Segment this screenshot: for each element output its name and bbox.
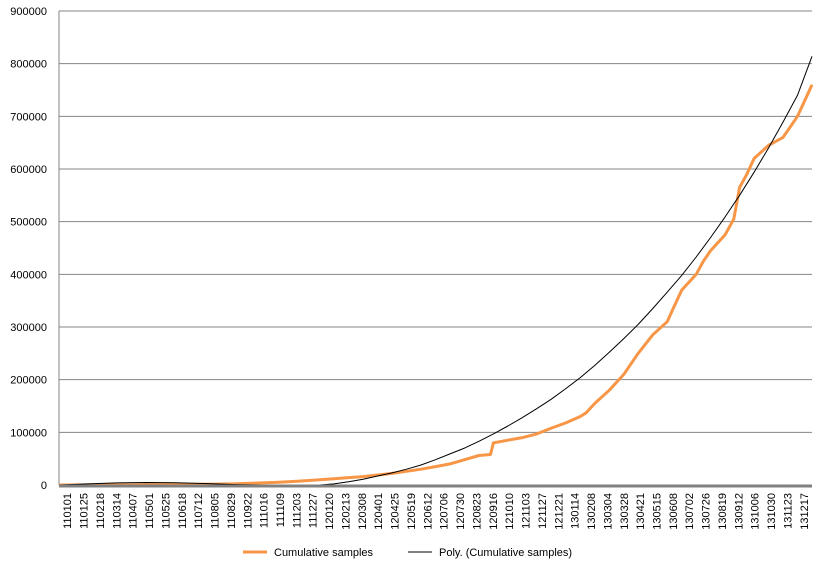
gridlines [58,10,812,486]
x-tick-label: 130114 [570,493,582,529]
x-tick-label: 131030 [766,493,778,530]
x-tick-label: 110407 [128,493,140,529]
x-tick-label: 130421 [635,493,647,530]
x-tick-label: 120213 [340,493,352,530]
x-tick-label: 131123 [782,493,794,529]
y-tick-label: 600000 [10,164,47,176]
x-tick-label: 121221 [553,493,565,530]
y-tick-label: 100000 [10,427,47,439]
y-tick-label: 500000 [10,217,47,229]
x-tick-label: 120823 [471,493,483,530]
x-tick-label: 130208 [586,493,598,530]
x-tick-label: 120706 [439,493,451,530]
legend-label-cumulative: Cumulative samples [274,547,374,559]
x-axis-ticks: 110101 110125 110218 110314 110407 110501 1105… [62,493,811,530]
x-tick-label: 110218 [95,493,107,529]
x-tick-label: 130304 [602,493,614,530]
x-tick-label: 120425 [390,493,402,530]
x-tick-label: 110618 [177,493,189,529]
series-lines [58,56,814,487]
x-tick-label: 111227 [308,493,320,528]
x-tick-label: 111109 [275,493,287,527]
x-tick-label: 130328 [619,493,631,530]
x-tick-label: 110125 [79,493,91,529]
x-tick-label: 120308 [357,493,369,530]
x-tick-label: 110101 [62,493,74,529]
legend-label-poly: Poly. (Cumulative samples) [439,547,572,559]
x-tick-label: 111203 [291,493,303,528]
x-tick-label: 131006 [750,493,762,530]
x-tick-label: 110501 [144,493,156,529]
x-tick-label: 131217 [799,493,811,530]
x-tick-label: 110922 [242,493,254,529]
x-tick-label: 130726 [701,493,713,530]
y-axis-ticks: 0 100000 200000 300000 400000 500000 600000 700… [10,6,47,492]
x-tick-label: 121103 [521,493,533,529]
x-tick-label: 130912 [733,493,745,530]
x-tick-label: 121010 [504,493,516,530]
x-tick-label: 111016 [259,493,271,528]
x-tick-label: 130515 [651,493,663,530]
x-tick-label: 120401 [373,493,385,530]
x-tick-label: 120120 [324,493,336,530]
x-tick-label: 120730 [455,493,467,530]
x-tick-label: 120916 [488,493,500,530]
y-tick-label: 0 [41,480,47,492]
x-tick-label: 110525 [160,493,172,529]
y-tick-label: 400000 [10,269,47,281]
y-tick-label: 700000 [10,111,47,123]
x-tick-label: 110805 [210,493,222,529]
x-tick-label: 110712 [193,493,205,529]
x-tick-label: 120612 [422,493,434,530]
x-tick-label: 130819 [717,493,729,530]
x-tick-label: 110829 [226,493,238,529]
y-tick-label: 800000 [10,59,47,71]
legend: Cumulative samples Poly. (Cumulative sam… [243,547,572,559]
series-line-cumulative [58,84,814,487]
x-tick-label: 121127 [537,493,549,529]
y-tick-label: 300000 [10,322,47,334]
x-tick-label: 130608 [668,493,680,530]
x-tick-label: 120519 [406,493,418,530]
x-tick-label: 130702 [684,493,696,530]
x-tick-label: 110314 [111,493,123,529]
y-tick-label: 200000 [10,375,47,387]
y-tick-label: 900000 [10,6,47,18]
